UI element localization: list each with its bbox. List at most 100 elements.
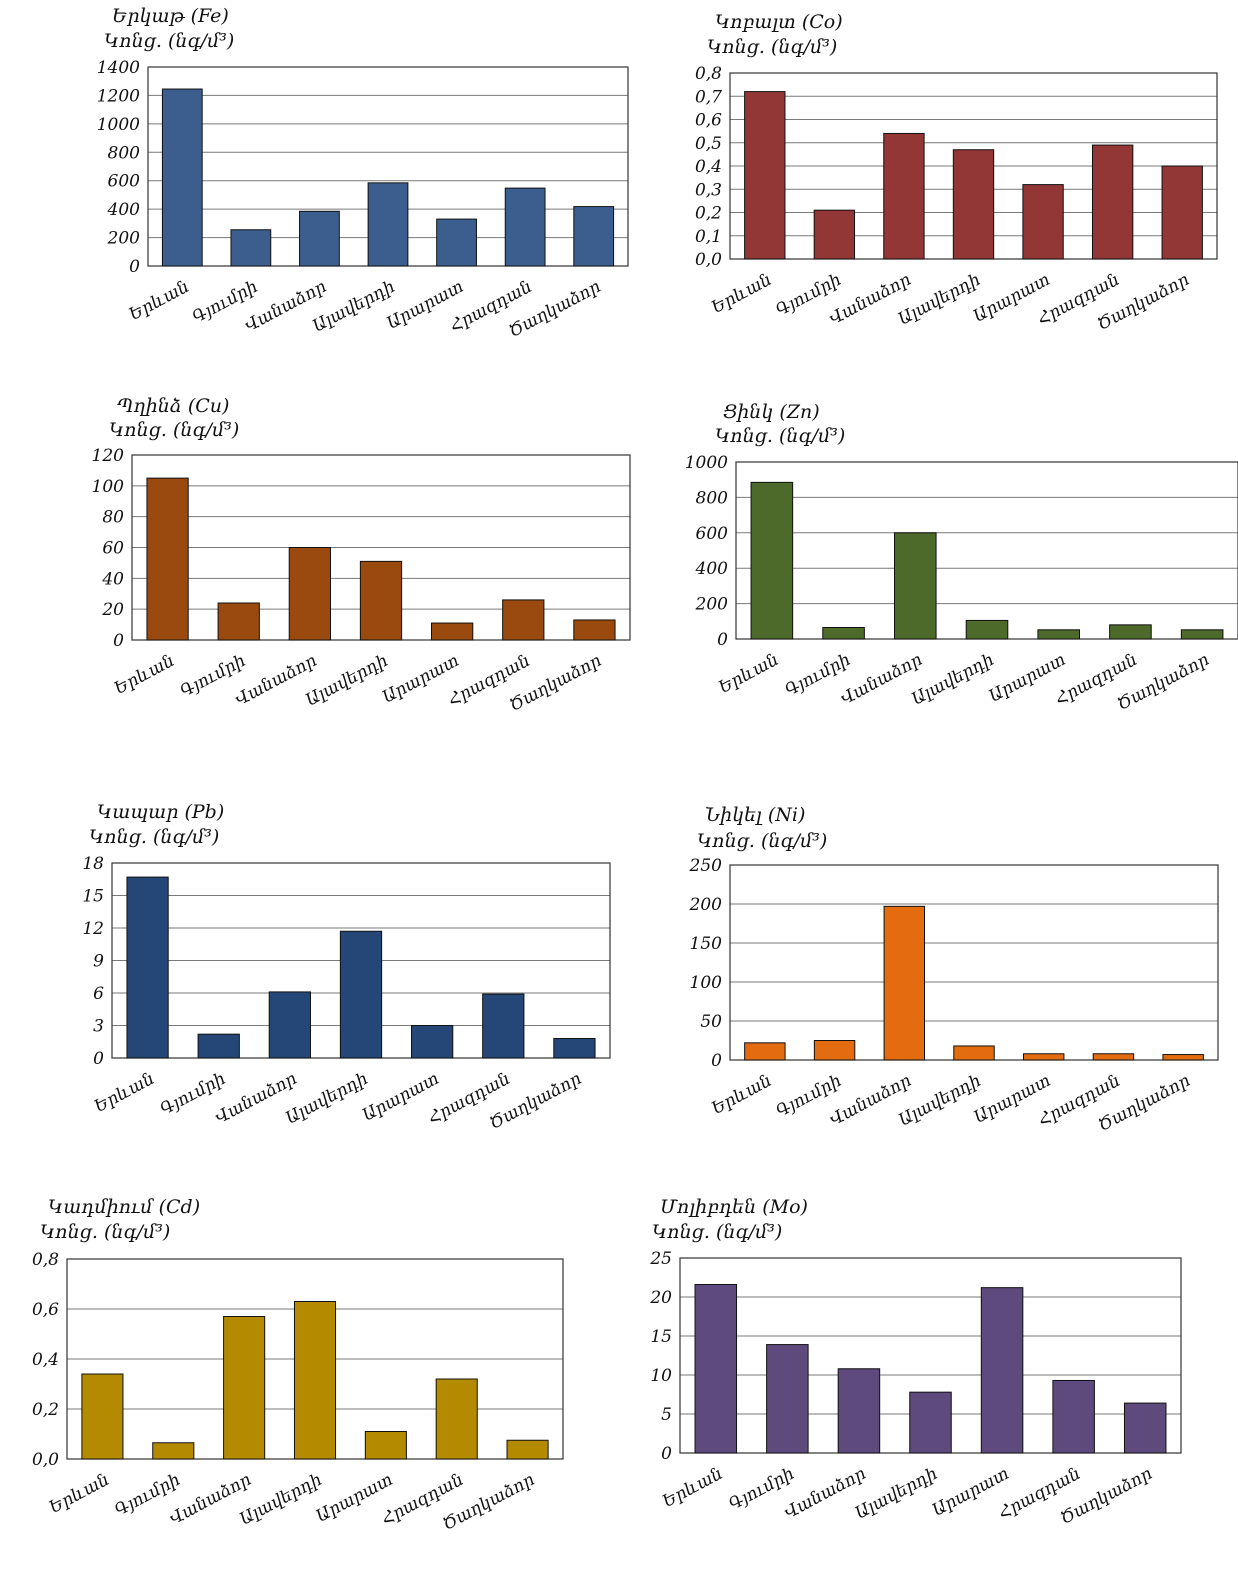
bar bbox=[837, 1368, 881, 1454]
plot-frame bbox=[735, 461, 1238, 640]
chart-title: Կադմիում (Cd) bbox=[48, 1196, 200, 1218]
x-tick-label: Երևան bbox=[111, 651, 178, 699]
y-tick-label: 15 bbox=[82, 887, 104, 907]
bar bbox=[299, 210, 340, 267]
y-tick-label: 20 bbox=[101, 600, 124, 620]
bar bbox=[813, 1040, 856, 1061]
x-tick-label: Երևան bbox=[708, 270, 775, 318]
y-tick-label: 40 bbox=[101, 569, 124, 589]
x-tick-label: Երևան bbox=[659, 1464, 726, 1512]
bar bbox=[573, 206, 615, 267]
y-tick-label: 0,8 bbox=[32, 1250, 59, 1270]
bar bbox=[431, 622, 474, 641]
bar bbox=[909, 1391, 952, 1454]
chart-fe: Երկաթ (Fe) Կոնց. (նգ/մ³) 0 200 400 600 800 1000… bbox=[0, 0, 640, 385]
x-tick-label: Երևան bbox=[91, 1069, 158, 1117]
chart-cd: Կադմիում (Cd) Կոնց. (նգ/մ³) 0,0 0,2 0,4 0,6 0,… bbox=[0, 1185, 640, 1569]
y-tick-label: 0,6 bbox=[32, 1300, 59, 1320]
bar bbox=[980, 1287, 1024, 1454]
bar bbox=[161, 88, 203, 267]
y-tick-label: 1000 bbox=[685, 453, 728, 473]
y-tick-label: 0,4 bbox=[32, 1350, 59, 1370]
y-tick-label: 80 bbox=[102, 508, 124, 528]
bar bbox=[553, 1038, 596, 1059]
bar bbox=[81, 1373, 124, 1460]
y-tick-label: 3 bbox=[93, 1017, 104, 1037]
chart-co: Կոբալտ (Co) Կոնց. (նգ/մ³) 0,0 0,1 0,2 0,3 0,4 0… bbox=[620, 0, 1238, 385]
bar bbox=[750, 481, 794, 640]
bar bbox=[268, 991, 311, 1059]
bar bbox=[1123, 1402, 1167, 1454]
chart-zn: Ցինկ (Zn) Կոնց. (նգ/մ³) 0 200 400 600 800 1000 Ե… bbox=[620, 385, 1238, 785]
bar bbox=[1092, 1053, 1135, 1061]
chart-svg: Կադմիում (Cd) Կոնց. (նգ/մ³) 0,0 0,2 0,4 0,6 0,… bbox=[32, 1196, 564, 1535]
y-tick-label: 0 bbox=[93, 1049, 104, 1069]
bar bbox=[126, 876, 169, 1059]
bar bbox=[1091, 144, 1134, 260]
plot-frame bbox=[729, 864, 1219, 1061]
bar bbox=[435, 1378, 478, 1460]
y-tick-label: 1200 bbox=[97, 86, 140, 106]
bar bbox=[952, 149, 995, 260]
y-tick-label: 0,3 bbox=[695, 180, 722, 200]
bar bbox=[339, 930, 383, 1059]
bar bbox=[367, 182, 409, 267]
x-tick-label: Երևան bbox=[708, 1071, 775, 1119]
y-tick-label: 10 bbox=[650, 1366, 672, 1386]
chart-title: Նիկել (Ni) bbox=[705, 804, 805, 826]
y-tick-label: 100 bbox=[92, 477, 125, 497]
chart-svg: Ցինկ (Zn)Կոնց. (նգ/մ³) 0 200 400 600 800 1000 Ե… bbox=[685, 401, 1238, 715]
y-tick-label: 15 bbox=[650, 1327, 672, 1347]
bar bbox=[359, 560, 403, 641]
bar bbox=[883, 905, 926, 1061]
x-tick-label: Ալավերդի bbox=[852, 1464, 941, 1524]
y-tick-label: 200 bbox=[689, 895, 723, 915]
bar bbox=[1162, 1054, 1204, 1061]
chart-pb: Կապար (Pb) Կոնց. (նգ/մ³) 0 3 6 9 12 15 18 Երևան Գյ… bbox=[0, 785, 640, 1185]
y-tick-label: 60 bbox=[102, 539, 124, 559]
y-tick-label: 0 bbox=[129, 257, 140, 277]
chart-svg: Նիկել (Ni) Կոնց. (նգ/մ³) 0 50 100 150 200 250 Եր… bbox=[689, 804, 1219, 1136]
y-tick-label: 20 bbox=[649, 1288, 672, 1308]
bar bbox=[744, 91, 786, 260]
bar bbox=[883, 132, 925, 260]
y-tick-label: 0,0 bbox=[695, 250, 722, 270]
bar bbox=[893, 532, 937, 640]
x-tick-label: Երևան bbox=[126, 277, 193, 325]
y-tick-label: 0 bbox=[661, 1444, 672, 1464]
bar bbox=[1037, 629, 1081, 640]
bar bbox=[573, 619, 616, 641]
y-tick-label: 12 bbox=[82, 919, 104, 939]
chart-title: Մոլիբդեն (Mo) bbox=[660, 1196, 808, 1218]
bar bbox=[506, 1439, 549, 1460]
y-tick-label: 0,4 bbox=[695, 157, 722, 177]
y-axis-label: Կոնց. (նգ/մ³) bbox=[715, 425, 845, 447]
y-tick-label: 0,2 bbox=[695, 204, 722, 224]
y-tick-label: 600 bbox=[108, 172, 141, 192]
bar bbox=[436, 218, 477, 267]
y-axis-label: Կոնց. (նգ/մ³) bbox=[104, 30, 234, 52]
bar bbox=[1052, 1379, 1095, 1454]
bar bbox=[1022, 1053, 1065, 1061]
chart-svg: Կոբալտ (Co) Կոնց. (նգ/մ³) 0,0 0,1 0,2 0,3 0,4 0… bbox=[695, 11, 1218, 335]
bar bbox=[1022, 184, 1064, 260]
y-tick-label: 25 bbox=[649, 1249, 672, 1269]
y-tick-label: 200 bbox=[107, 229, 141, 249]
y-tick-label: 50 bbox=[700, 1012, 722, 1032]
chart-svg: Մոլիբդեն (Mo) Կոնց. (նգ/մ³) 0 5 10 15 20 25 Երևա… bbox=[649, 1196, 1182, 1529]
y-tick-label: 120 bbox=[92, 446, 125, 466]
chart-svg: Պղինձ (Cu)Կոնց. (նգ/մ³) 0 20 40 60 80 100 120 Եր… bbox=[92, 395, 631, 716]
y-tick-label: 400 bbox=[107, 200, 141, 220]
bar bbox=[813, 209, 856, 260]
bar bbox=[223, 1316, 266, 1460]
y-tick-label: 0 bbox=[711, 1051, 722, 1071]
x-tick-label: Երևան bbox=[46, 1470, 113, 1518]
y-tick-label: 1000 bbox=[97, 115, 140, 135]
chart-title: Երկաթ (Fe) bbox=[112, 5, 229, 27]
chart-title: Պղինձ (Cu) bbox=[117, 395, 229, 417]
y-tick-label: 0 bbox=[717, 630, 728, 650]
bar bbox=[694, 1284, 738, 1454]
bar bbox=[197, 1033, 240, 1059]
y-axis-label: Կոնց. (նգ/մ³) bbox=[697, 830, 827, 852]
